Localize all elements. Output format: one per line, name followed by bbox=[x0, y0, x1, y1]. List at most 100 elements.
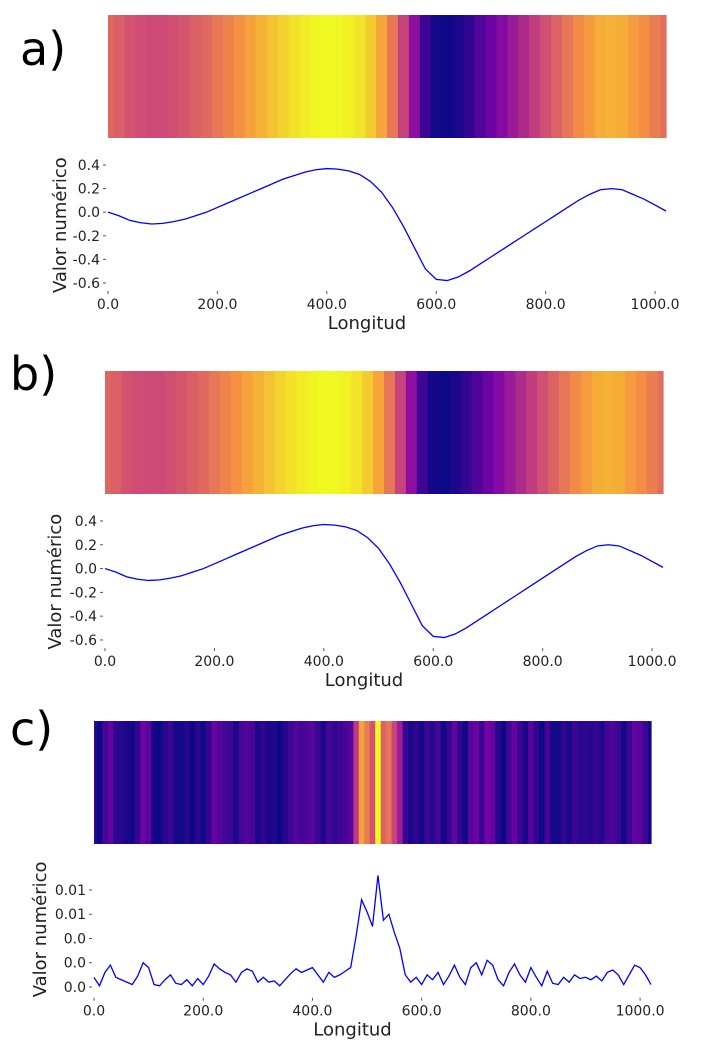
heatmap-cell bbox=[201, 15, 213, 138]
x-tick-label: 200.0 bbox=[197, 297, 237, 313]
heatmap-cell bbox=[287, 721, 294, 844]
heatmap-cell bbox=[418, 721, 425, 844]
heatmap-cell bbox=[484, 721, 491, 844]
heatmap-cell bbox=[384, 371, 396, 494]
heatmap-cell bbox=[121, 371, 133, 494]
x-tick-label: 400.0 bbox=[304, 654, 344, 670]
heatmap-cell bbox=[108, 15, 115, 138]
heatmap-cell bbox=[143, 371, 155, 494]
heatmap-cell bbox=[145, 721, 152, 844]
x-tick-label: 600.0 bbox=[402, 1004, 442, 1020]
heatmap-cell bbox=[631, 721, 638, 844]
y-tick-label: -0.2 bbox=[73, 229, 100, 245]
heatmap-cell bbox=[342, 721, 349, 844]
heatmap-cell bbox=[277, 15, 290, 138]
heatmap-cell bbox=[438, 371, 451, 494]
heatmap-cell bbox=[616, 15, 629, 138]
heatmap-cell bbox=[351, 371, 363, 494]
heatmap-cell bbox=[230, 371, 243, 494]
heatmap-cell bbox=[548, 371, 560, 494]
heatmap-cell bbox=[602, 371, 615, 494]
heatmap-cell bbox=[216, 721, 223, 844]
x-tick-label: 800.0 bbox=[511, 1004, 551, 1020]
heatmap-cell bbox=[157, 15, 169, 138]
heatmap-cell bbox=[517, 721, 524, 844]
x-tick-label: 0.0 bbox=[83, 1004, 105, 1020]
x-tick-label: 0.0 bbox=[97, 297, 119, 313]
heatmap-cell bbox=[347, 721, 354, 844]
heatmap-cell bbox=[255, 15, 268, 138]
heatmap-cell bbox=[293, 721, 300, 844]
heatmap-cell bbox=[310, 15, 322, 138]
x-tick-label: 400.0 bbox=[307, 297, 347, 313]
heatmap-cell bbox=[583, 15, 596, 138]
heatmap-cell bbox=[648, 721, 652, 844]
heatmap-cell bbox=[408, 15, 421, 138]
heatmap-cell bbox=[504, 371, 516, 494]
heatmap-cell bbox=[471, 371, 484, 494]
heatmap-cell bbox=[354, 15, 366, 138]
heatmap-cell bbox=[365, 15, 377, 138]
panel-label: b) bbox=[10, 347, 57, 401]
heatmap-cell bbox=[222, 15, 235, 138]
x-tick-label: 200.0 bbox=[183, 1004, 223, 1020]
heatmap-cell bbox=[238, 721, 245, 844]
y-tick-label: -0.4 bbox=[73, 252, 100, 268]
heatmap-cell bbox=[537, 371, 549, 494]
heatmap-cell bbox=[165, 371, 177, 494]
heatmap-cell bbox=[555, 721, 562, 844]
heatmap-cell bbox=[154, 371, 166, 494]
heatmap-cell bbox=[369, 721, 376, 844]
heatmap-cell bbox=[340, 371, 352, 494]
heatmap-cell bbox=[113, 721, 120, 844]
panel: a) 0.4 0.2 0.0 -0.2 -0.4 -0.6 0.0 200.0 400.0 600.… bbox=[20, 15, 680, 334]
heatmap-cell bbox=[255, 721, 262, 844]
heatmap-cell bbox=[570, 371, 582, 494]
heatmap-cell bbox=[124, 15, 136, 138]
heatmap-cell bbox=[429, 721, 436, 844]
y-axis-label: Valor numérico bbox=[45, 514, 66, 650]
heatmap-cell bbox=[649, 15, 662, 138]
heatmap-cell bbox=[460, 371, 473, 494]
heatmap-cell bbox=[482, 371, 495, 494]
heatmap-cell bbox=[386, 721, 393, 844]
heatmap-cell bbox=[610, 721, 617, 844]
heatmap-cell bbox=[358, 721, 365, 844]
heatmap-cell bbox=[179, 15, 191, 138]
panel-label: a) bbox=[20, 22, 66, 76]
heatmap-cell bbox=[593, 721, 600, 844]
heatmap-cell bbox=[660, 15, 667, 138]
panel: c) 0.01 0.01 0.0 0.0 0.0 0.0 200.0 400.0 600.0 800… bbox=[10, 702, 665, 1041]
heatmap-cell bbox=[544, 721, 551, 844]
heatmap-cell bbox=[110, 371, 123, 494]
heatmap-cell bbox=[468, 721, 475, 844]
heatmap-cell bbox=[129, 721, 136, 844]
heatmap-cell bbox=[276, 721, 283, 844]
heatmap-cell bbox=[478, 721, 486, 844]
heatmap-cell bbox=[318, 371, 330, 494]
y-tick-label: 0.0 bbox=[64, 931, 86, 947]
heatmap-cell bbox=[132, 371, 144, 494]
heatmap-cell bbox=[627, 15, 640, 138]
heatmap-cell bbox=[562, 15, 574, 138]
heatmap-cell bbox=[241, 371, 254, 494]
y-tick-label: 0.2 bbox=[78, 182, 100, 198]
heatmap-cell bbox=[511, 721, 518, 844]
heatmap-cell bbox=[134, 721, 142, 844]
heatmap-cell bbox=[435, 721, 442, 844]
heatmap-cell bbox=[500, 721, 507, 844]
heatmap-cell bbox=[307, 371, 319, 494]
heatmap-cell bbox=[582, 721, 589, 844]
heatmap-cell bbox=[176, 371, 188, 494]
heatmap-cell bbox=[162, 721, 169, 844]
heatmap-cell bbox=[211, 15, 224, 138]
heatmap-cell bbox=[227, 721, 234, 844]
heatmap-cell bbox=[559, 371, 571, 494]
heatmap-cell bbox=[591, 371, 604, 494]
heatmap-cell bbox=[526, 371, 538, 494]
heatmap-cell bbox=[449, 371, 462, 494]
heatmap-cell bbox=[146, 15, 158, 138]
heatmap-cell bbox=[190, 15, 202, 138]
heatmap-cell bbox=[266, 15, 279, 138]
heatmap-cell bbox=[298, 721, 305, 844]
